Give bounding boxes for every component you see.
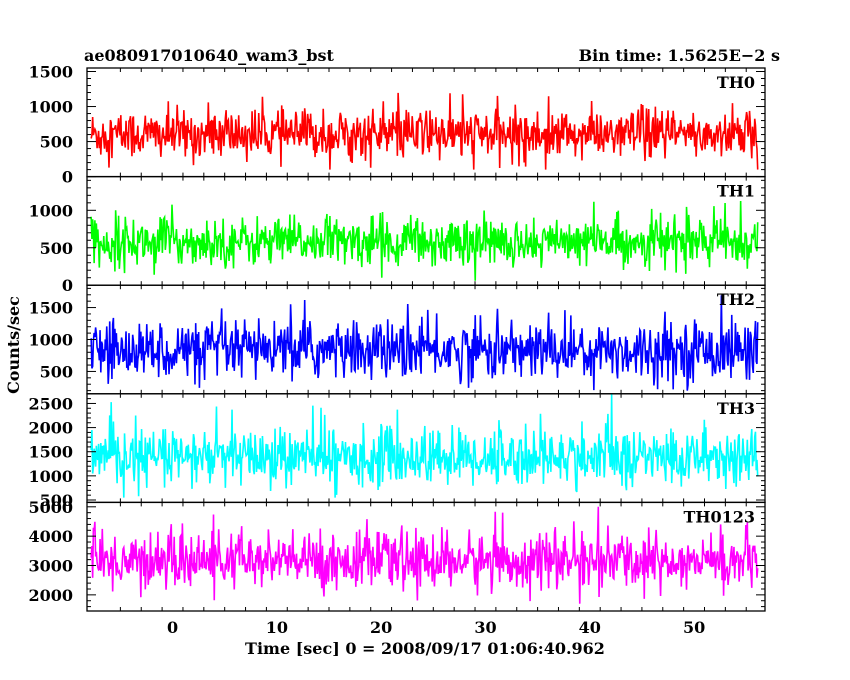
y-tick-label: 1500 xyxy=(28,63,73,82)
panel-th2: 500 1000 1500 TH2 xyxy=(28,284,766,395)
x-axis: 0 10 20 30 40 50 xyxy=(167,618,705,637)
panel-label-th0123: TH0123 xyxy=(683,507,755,526)
y-tick-label: 2000 xyxy=(28,419,73,438)
x-tick-label: 40 xyxy=(579,618,601,637)
y-tick-label: 2500 xyxy=(28,394,73,413)
x-tick-label: 0 xyxy=(167,618,178,637)
y-tick-label: 5000 xyxy=(28,498,73,517)
y-tick-label: 0 xyxy=(62,276,73,295)
panel-label-th1: TH1 xyxy=(717,182,755,201)
panel-th1: 0 500 1000 TH1 xyxy=(28,175,766,295)
x-tick-label: 30 xyxy=(474,618,496,637)
series-line-th0123 xyxy=(90,506,759,604)
panel-th0123: 2000 3000 4000 5000 TH0123 xyxy=(28,498,766,612)
series-line-th0 xyxy=(90,92,759,170)
y-tick-label: 4000 xyxy=(28,527,73,546)
y-tick-label: 1000 xyxy=(28,467,73,486)
series-line-th2 xyxy=(90,295,759,391)
y-tick-label: 500 xyxy=(40,239,73,258)
y-tick-label: 500 xyxy=(40,491,73,510)
x-tick-label: 10 xyxy=(266,618,288,637)
y-tick-label: 1500 xyxy=(28,299,73,318)
panel-label-th3: TH3 xyxy=(717,399,755,418)
x-tick-label: 50 xyxy=(683,618,705,637)
y-tick-label: 3000 xyxy=(28,557,73,576)
panel-th3: 500 1000 1500 2000 2500 TH3 xyxy=(28,393,766,510)
panel-label-th2: TH2 xyxy=(717,290,755,309)
x-tick-label: 20 xyxy=(370,618,392,637)
y-tick-label: 1000 xyxy=(28,98,73,117)
y-axis-label: Counts/sec xyxy=(4,296,23,394)
y-tick-label: 0 xyxy=(62,168,73,187)
y-tick-label: 500 xyxy=(40,362,73,381)
chart-title: ae080917010640_wam3_bst xyxy=(84,46,335,65)
panel-th0: 0 500 1000 1500 TH0 xyxy=(28,63,766,187)
y-tick-label: 500 xyxy=(40,133,73,152)
y-tick-label: 2000 xyxy=(28,586,73,605)
panels-group: 0 500 1000 1500 TH0 0 500 1000 TH1 500 1000 1500 TH2… xyxy=(28,63,766,612)
series-line-th3 xyxy=(90,393,759,498)
y-tick-label: 1000 xyxy=(28,331,73,350)
x-axis-label: Time [sec] 0 = 2008/09/17 01:06:40.962 xyxy=(245,639,605,658)
series-line-th1 xyxy=(90,200,759,281)
panel-frame xyxy=(86,501,766,612)
y-tick-label: 1000 xyxy=(28,201,73,220)
panel-label-th0: TH0 xyxy=(717,73,755,92)
bin-time-label: Bin time: 1.5625E−2 s xyxy=(579,46,780,65)
panel-frame xyxy=(86,175,766,286)
y-tick-label: 1500 xyxy=(28,443,73,462)
